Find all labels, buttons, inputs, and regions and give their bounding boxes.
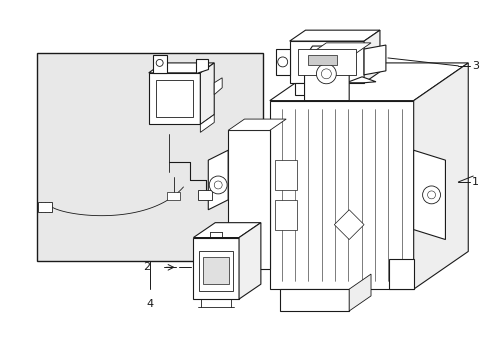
Polygon shape [152,55,166,73]
Polygon shape [228,130,269,269]
Polygon shape [289,30,379,41]
Polygon shape [413,63,468,289]
Bar [148,73,200,125]
Bar [155,80,193,117]
Polygon shape [364,30,379,83]
Text: 3: 3 [471,61,478,71]
Circle shape [321,69,331,79]
Circle shape [316,64,336,84]
Bar [198,190,212,200]
Polygon shape [38,202,51,212]
Polygon shape [208,150,228,210]
Text: 1: 1 [471,177,478,187]
Bar [193,238,239,299]
Circle shape [209,176,226,194]
Polygon shape [239,223,260,299]
Polygon shape [348,274,370,311]
Polygon shape [269,63,468,100]
Bar [307,55,337,65]
Polygon shape [304,46,348,100]
Bar [297,49,355,75]
Polygon shape [228,119,285,130]
Bar [289,41,364,83]
Circle shape [156,59,163,66]
Polygon shape [196,59,208,73]
Circle shape [427,191,435,199]
Polygon shape [364,45,385,75]
Polygon shape [413,150,445,239]
Polygon shape [388,260,413,289]
Text: 2: 2 [143,262,150,272]
Polygon shape [346,77,375,83]
Bar [166,192,180,200]
Polygon shape [148,63,214,73]
Text: 4: 4 [146,299,153,309]
Polygon shape [214,78,222,95]
Polygon shape [200,63,214,125]
Polygon shape [304,43,370,58]
Bar [203,257,229,284]
Polygon shape [294,83,311,95]
Bar [37,53,263,261]
Polygon shape [193,223,260,238]
Polygon shape [279,289,348,311]
Polygon shape [275,49,289,75]
Bar [199,251,233,291]
Polygon shape [200,114,214,132]
Circle shape [422,186,440,204]
Bar [274,160,296,190]
Circle shape [277,57,287,67]
Circle shape [214,181,222,189]
Polygon shape [269,100,413,289]
Polygon shape [334,210,364,239]
Bar [274,200,296,230]
